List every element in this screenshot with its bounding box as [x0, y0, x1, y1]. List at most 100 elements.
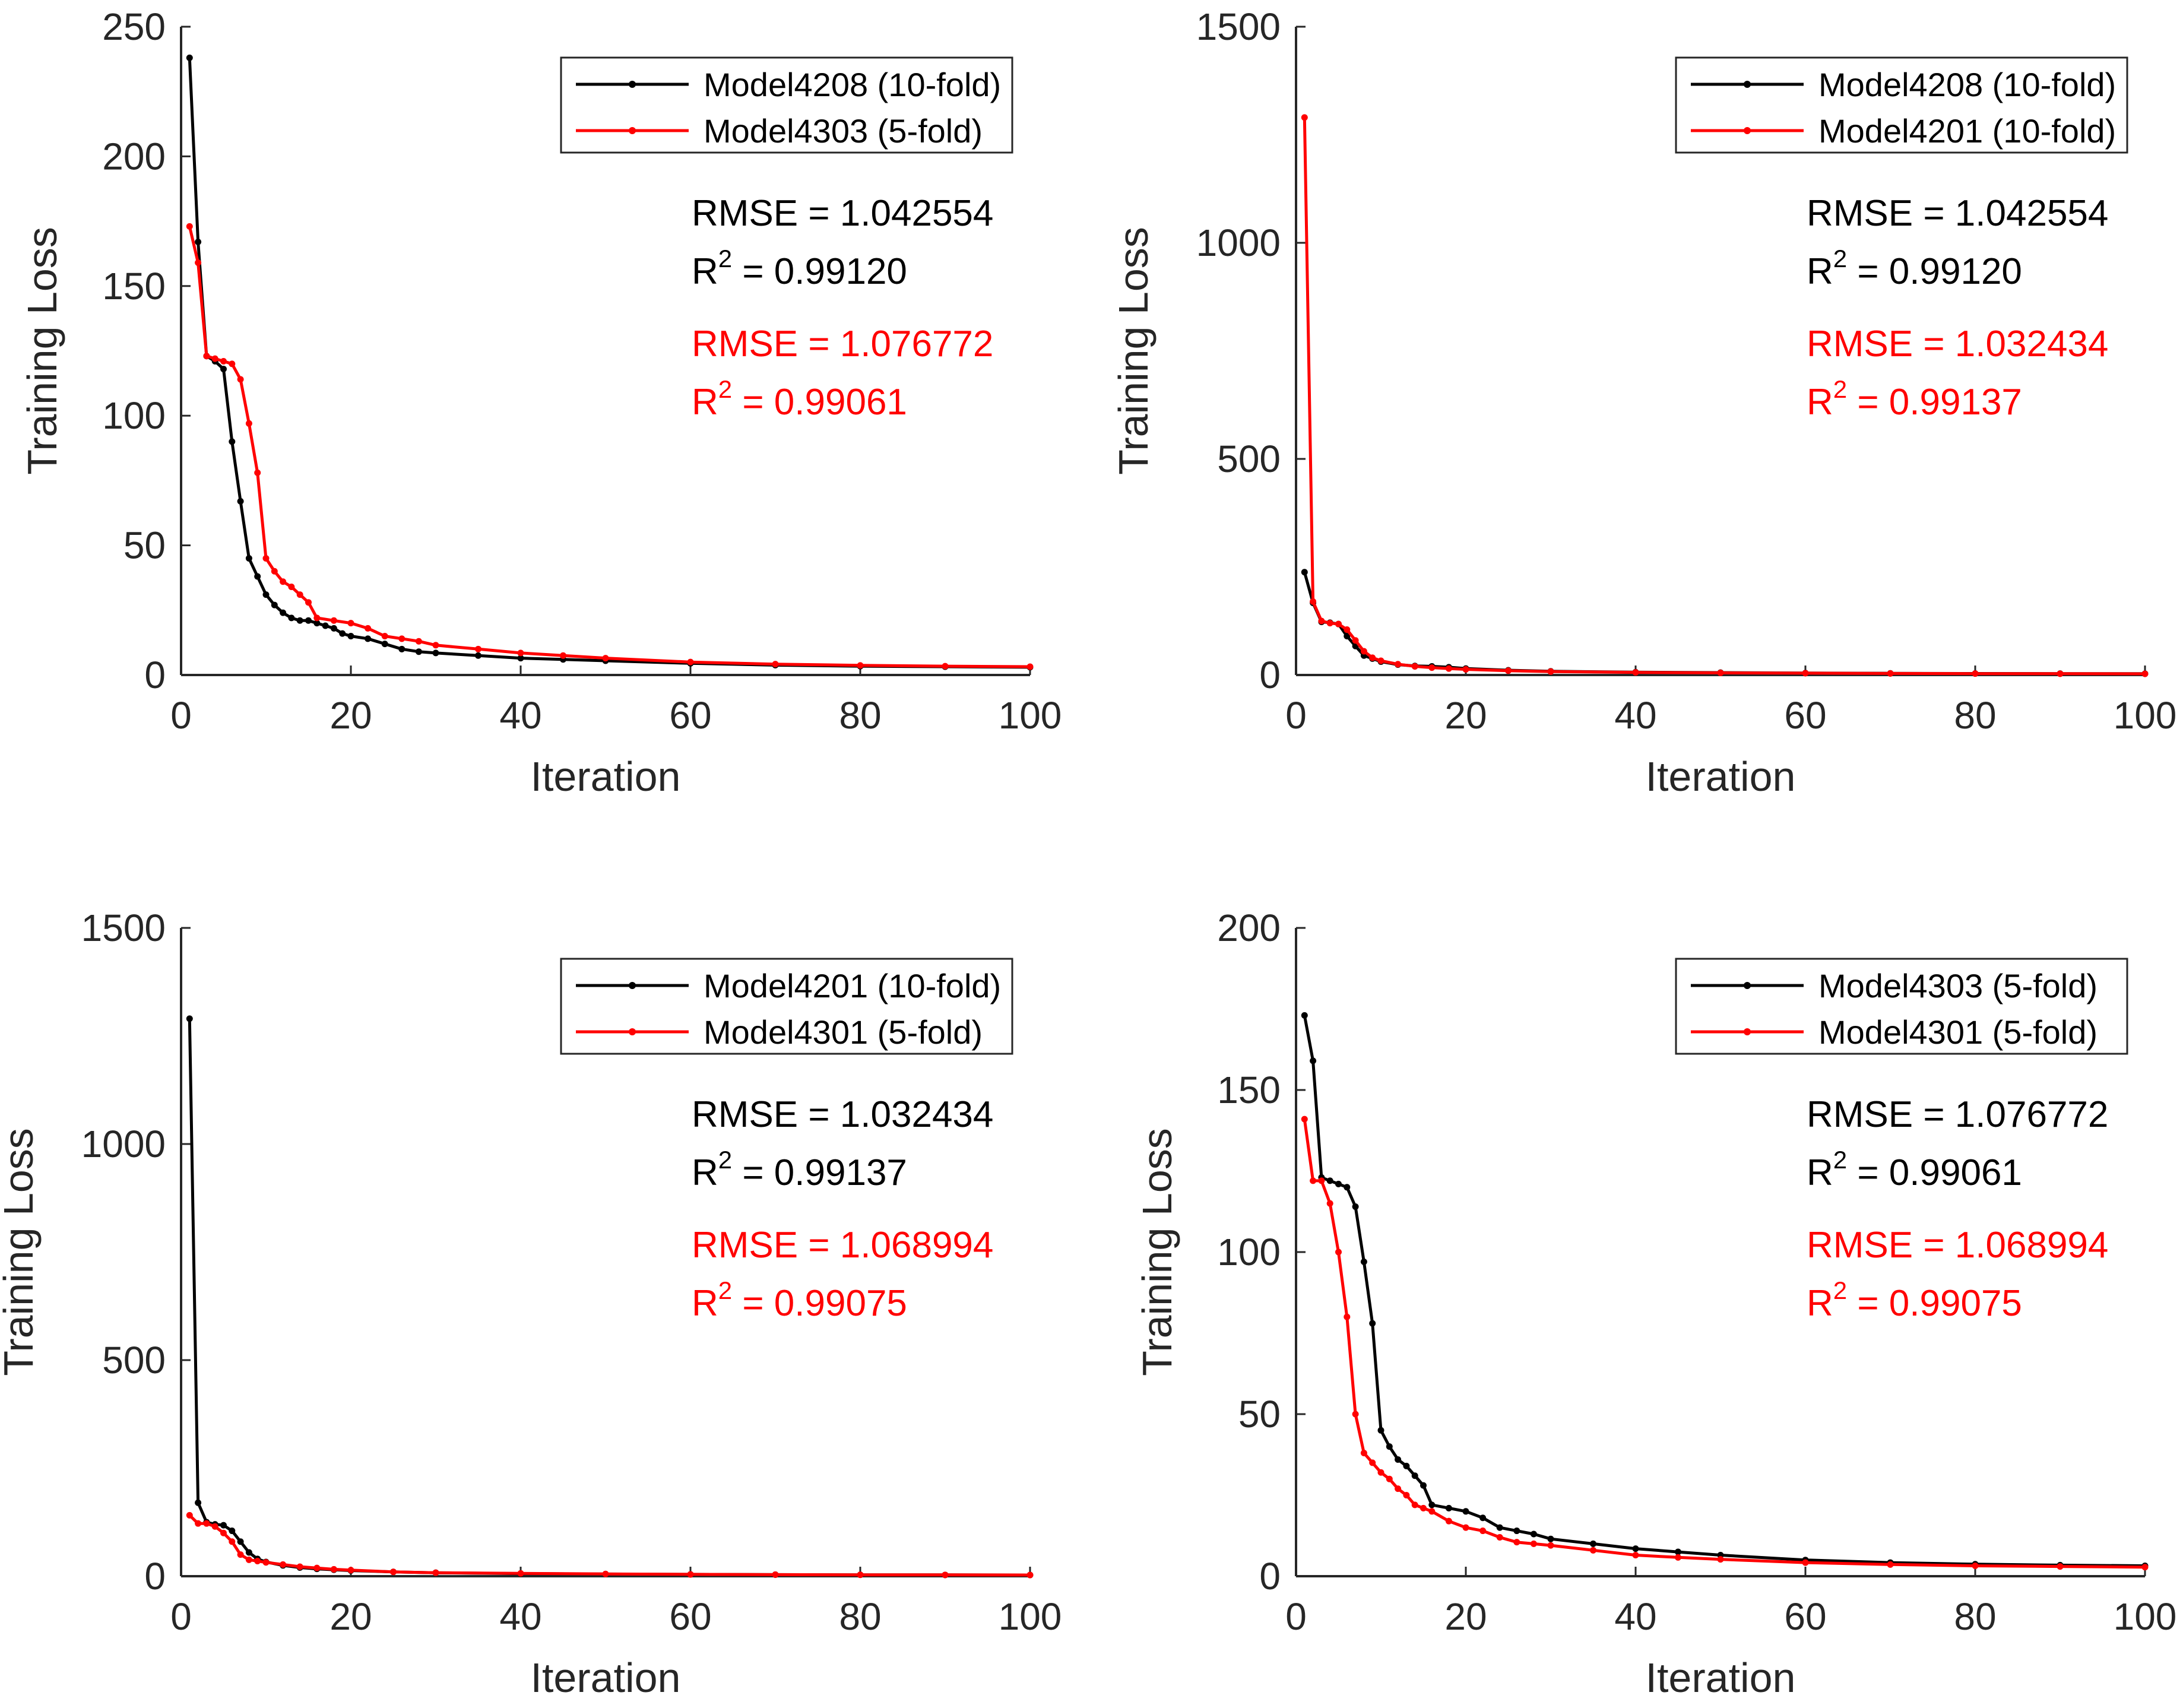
data-point: [1369, 654, 1376, 661]
y-tick-label: 500: [1217, 438, 1281, 480]
series-2: [186, 1512, 1034, 1579]
y-tick-label: 0: [144, 654, 166, 696]
data-point: [288, 614, 294, 621]
data-point: [1428, 1501, 1435, 1508]
data-point: [1335, 1249, 1342, 1256]
data-point: [237, 1538, 244, 1545]
data-point: [1361, 1450, 1367, 1456]
y-tick-label: 250: [102, 5, 166, 48]
data-point: [348, 1567, 354, 1573]
stats-annotation: RMSE = 1.042554R2 = 0.99120: [692, 193, 993, 292]
chart-panel-3: 0 20 40 60 80 100050010001500IterationTrainin…: [0, 907, 1062, 1701]
data-point: [560, 652, 566, 659]
data-point: [322, 623, 329, 629]
data-point: [433, 642, 439, 648]
legend-label: Model4303 (5-fold): [704, 112, 983, 150]
data-point: [195, 239, 201, 245]
data-point: [1301, 569, 1308, 575]
legend-label: Model4301 (5-fold): [1818, 1013, 2098, 1051]
r2-text: R2 = 0.99061: [692, 375, 907, 423]
data-point: [687, 1571, 694, 1577]
data-point: [365, 635, 371, 642]
data-point: [1310, 1177, 1316, 1184]
data-point: [1479, 1514, 1486, 1521]
data-point: [297, 591, 303, 598]
data-point: [942, 1571, 949, 1578]
data-point: [254, 470, 261, 476]
data-point: [1386, 1443, 1393, 1450]
legend-label: Model4303 (5-fold): [1818, 967, 2098, 1004]
data-point: [475, 646, 481, 652]
legend: Model4303 (5-fold) Model4301 (5-fold): [1676, 959, 2127, 1054]
data-point: [1463, 1525, 1469, 1531]
data-point: [203, 1520, 210, 1527]
data-point: [1352, 637, 1359, 644]
data-point: [1386, 1476, 1393, 1482]
rmse-text: RMSE = 1.032434: [1807, 324, 2108, 365]
data-point: [1027, 1571, 1034, 1578]
series-line: [189, 226, 1030, 667]
legend: Model4208 (10-fold)Model4201 (10-fold): [1676, 58, 2127, 153]
data-point: [1887, 670, 1894, 677]
x-tick-label: 60: [1784, 1595, 1826, 1638]
data-point: [1513, 1539, 1520, 1545]
data-point: [254, 573, 261, 580]
data-point: [254, 1558, 261, 1564]
chart-panel-4: 0 20 40 60 80 100 0 50 100 150 200 Iteration Trainin…: [1134, 907, 2176, 1701]
data-point: [246, 1549, 252, 1555]
data-point: [1310, 1057, 1316, 1064]
x-tick-label: 0: [170, 694, 192, 737]
data-point: [398, 635, 405, 642]
data-point: [271, 602, 278, 609]
data-point: [1531, 1531, 1537, 1538]
data-point: [1548, 1542, 1554, 1549]
x-tick-label: 40: [499, 694, 541, 737]
data-point: [1513, 1528, 1520, 1534]
data-point: [1395, 661, 1401, 667]
data-point: [220, 366, 227, 372]
data-point: [1887, 1561, 1894, 1568]
data-point: [1412, 663, 1418, 670]
data-point: [1027, 664, 1034, 670]
data-point: [195, 1520, 201, 1527]
data-point: [1327, 620, 1333, 626]
x-tick-label: 40: [1614, 694, 1656, 737]
data-point: [1675, 1554, 1681, 1561]
data-point: [1352, 1203, 1359, 1210]
data-point: [331, 617, 337, 624]
data-point: [1369, 1459, 1376, 1466]
data-point: [220, 358, 227, 365]
data-point: [331, 1566, 337, 1573]
r2-text: R2 = 0.99137: [1807, 375, 2022, 423]
data-point: [348, 633, 354, 639]
data-point: [382, 641, 388, 647]
data-point: [1301, 1012, 1308, 1019]
data-point: [1497, 1525, 1503, 1531]
x-tick-label: 60: [669, 694, 711, 737]
x-tick-label: 80: [1954, 1595, 1996, 1638]
data-point: [1318, 618, 1325, 625]
data-point: [229, 438, 235, 445]
data-point: [229, 1528, 235, 1534]
r2-text: R2 = 0.99075: [1807, 1276, 2022, 1324]
rmse-text: RMSE = 1.032434: [692, 1094, 993, 1135]
data-point: [416, 638, 422, 645]
data-point: [1718, 670, 1724, 676]
rmse-text: RMSE = 1.042554: [692, 193, 993, 234]
data-point: [1446, 1518, 1452, 1525]
y-tick-label: 100: [102, 394, 166, 437]
data-point: [305, 617, 312, 624]
data-point: [2142, 1564, 2149, 1570]
y-tick-label: 50: [1238, 1393, 1281, 1436]
data-point: [1327, 1200, 1333, 1207]
y-axis-label: Training Loss: [19, 227, 65, 475]
data-point: [220, 1522, 227, 1529]
legend-label: Model4201 (10-fold): [704, 967, 1001, 1004]
data-point: [297, 617, 303, 624]
data-point: [1378, 1427, 1384, 1434]
x-tick-label: 0: [170, 1595, 192, 1638]
legend-marker: [1744, 1028, 1751, 1035]
data-point: [942, 663, 949, 670]
x-axis-label: Iteration: [1646, 1655, 1796, 1701]
data-point: [2057, 670, 2064, 677]
